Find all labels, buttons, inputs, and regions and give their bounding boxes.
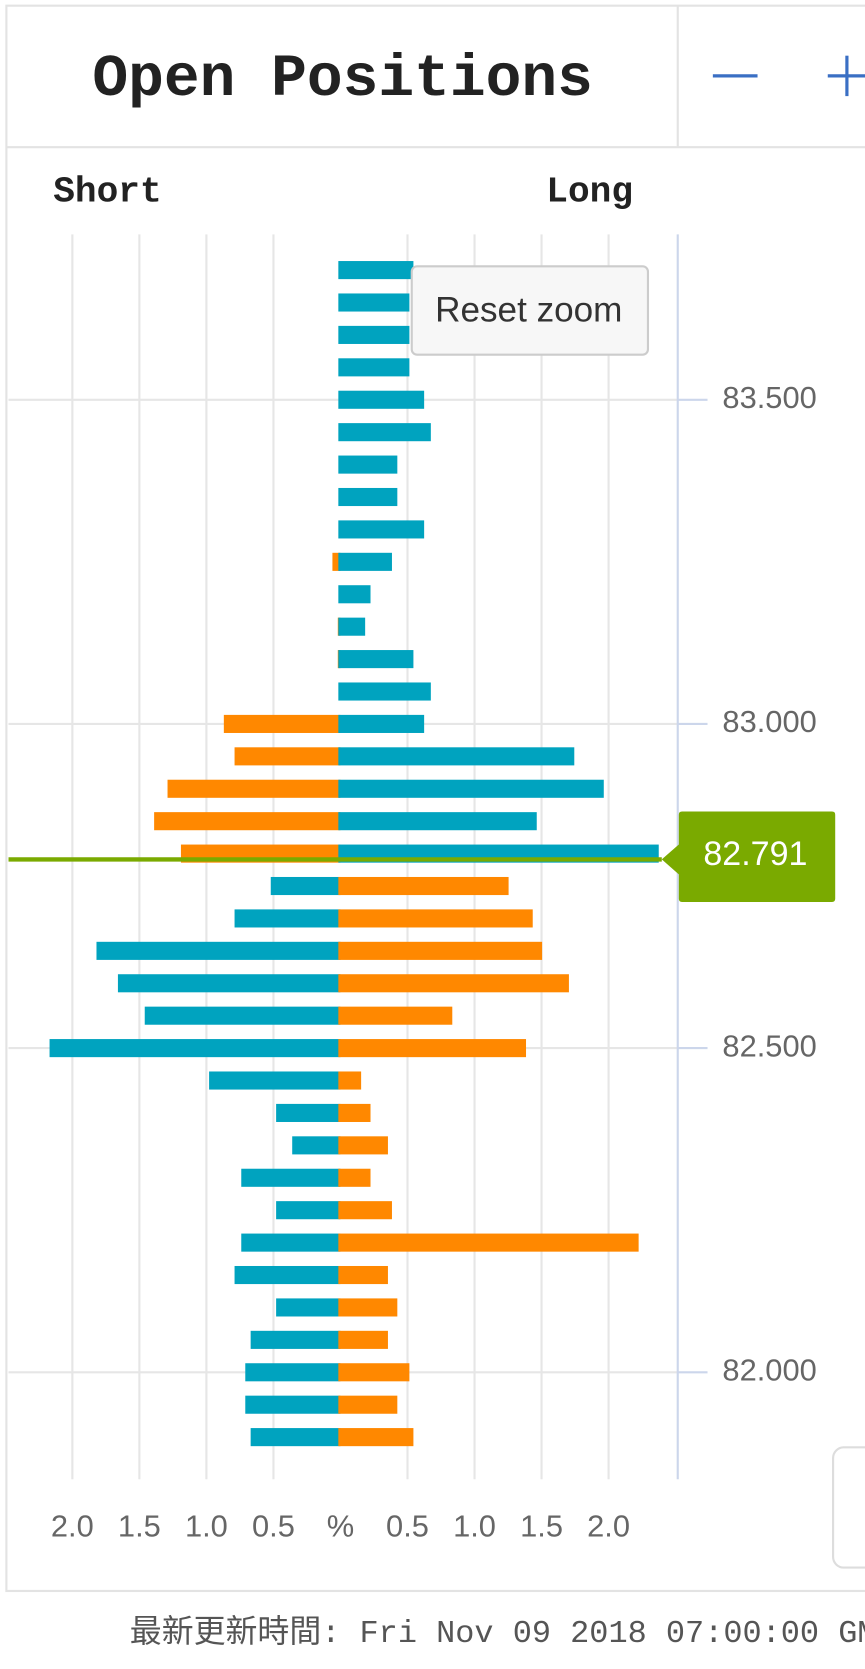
bar <box>234 1265 341 1285</box>
bar <box>117 974 341 993</box>
chart-title: Open Positions <box>92 45 593 113</box>
bar <box>154 812 341 831</box>
reset-zoom-button[interactable]: Reset zoom <box>410 265 650 356</box>
bar <box>338 1233 639 1252</box>
y-tick-label: 83.000 <box>722 704 816 739</box>
bar <box>241 1168 341 1187</box>
bar <box>276 1103 341 1122</box>
bar <box>338 1039 527 1058</box>
bar <box>338 423 431 442</box>
x-tick-label: 2.0 <box>51 1508 94 1543</box>
side-label: Short <box>53 171 162 212</box>
x-tick-label: 2.0 <box>587 1508 630 1543</box>
bar <box>338 1006 453 1025</box>
bar <box>338 650 414 669</box>
reset-zoom-label[interactable]: Reset zoom <box>435 290 622 329</box>
bar <box>338 682 431 701</box>
x-tick-label: 1.0 <box>453 1508 496 1543</box>
x-tick-label: % <box>327 1508 354 1543</box>
bar <box>234 747 341 766</box>
side-label: Long <box>546 171 633 212</box>
bar <box>338 876 509 896</box>
x-tick-label: 0.5 <box>386 1508 429 1543</box>
x-tick-label: 1.5 <box>118 1508 161 1543</box>
side-widget[interactable] <box>832 1446 865 1569</box>
bar <box>338 1395 398 1414</box>
bar <box>338 1201 392 1220</box>
y-tick-label: 82.500 <box>722 1028 816 1063</box>
bar <box>338 1265 388 1285</box>
bar <box>338 1136 388 1155</box>
bar <box>276 1298 341 1317</box>
bar <box>223 714 341 733</box>
bar <box>167 779 341 798</box>
bar <box>241 1233 341 1252</box>
bar <box>338 293 410 312</box>
bar <box>338 941 543 960</box>
bar <box>292 1136 341 1155</box>
bar <box>338 552 392 571</box>
bar <box>49 1039 341 1058</box>
bar <box>338 325 410 344</box>
bar <box>338 1168 371 1187</box>
x-tick-label: 1.5 <box>520 1508 563 1543</box>
bar <box>245 1363 341 1382</box>
bar <box>234 909 341 928</box>
bar <box>338 358 410 377</box>
bar <box>338 1103 371 1122</box>
bar <box>338 390 425 409</box>
bar <box>250 1330 341 1349</box>
current-price-marker <box>661 811 836 902</box>
bar <box>338 455 398 474</box>
bar <box>338 585 371 604</box>
bar <box>338 1428 414 1447</box>
current-price-label: 82.791 <box>703 835 807 873</box>
bar <box>338 812 537 831</box>
bar <box>144 1006 341 1025</box>
bar <box>338 261 414 280</box>
bar <box>338 487 398 507</box>
bar <box>250 1428 341 1447</box>
bar <box>338 617 366 636</box>
y-tick-label: 82.000 <box>722 1352 816 1387</box>
bar <box>338 1363 410 1382</box>
plot: % 0.5 0.5 1.0 1.0 1.5 1.5 2.0 2.0 82.000 82.500 83.… <box>8 171 836 1543</box>
footnote: 最新更新時間: Fri Nov 09 2018 07:00:00 GMT+09 <box>130 1614 865 1652</box>
bar <box>276 1201 341 1220</box>
bar <box>338 974 569 993</box>
x-tick-label: 0.5 <box>252 1508 295 1543</box>
zoom-in-button[interactable] <box>827 55 865 97</box>
bar <box>338 520 425 539</box>
bar <box>209 1071 341 1090</box>
bar <box>338 909 533 928</box>
x-tick-label: 1.0 <box>185 1508 228 1543</box>
bar <box>338 1298 398 1317</box>
bar <box>338 1330 388 1349</box>
bar <box>338 1071 362 1090</box>
bar <box>332 552 341 571</box>
bar <box>338 779 604 798</box>
bar <box>338 747 575 766</box>
y-tick-label: 83.500 <box>722 380 816 415</box>
bar <box>245 1395 341 1414</box>
bar <box>96 941 341 960</box>
bar <box>338 714 425 733</box>
bar <box>270 876 341 896</box>
